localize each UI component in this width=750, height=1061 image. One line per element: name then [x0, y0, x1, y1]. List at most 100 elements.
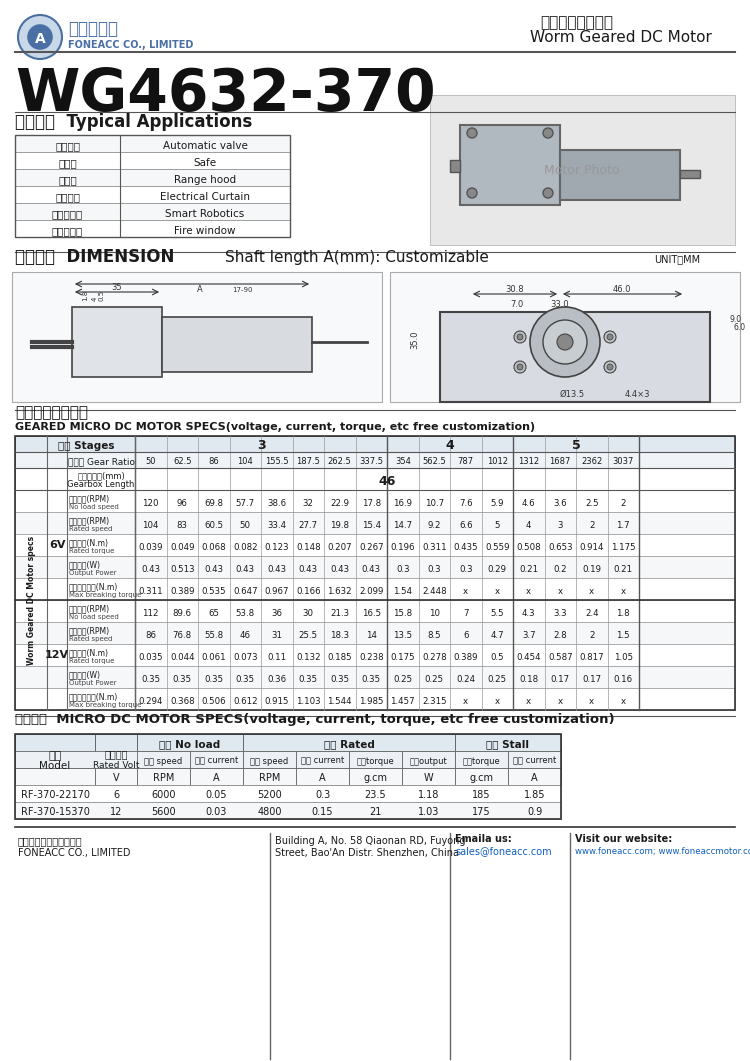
Text: 0.915: 0.915	[265, 697, 289, 706]
Text: 10: 10	[429, 609, 439, 618]
Text: 1312: 1312	[518, 457, 539, 467]
Bar	[15, 622, 735, 644]
Text: 0.185: 0.185	[328, 653, 352, 662]
Text: x: x	[558, 587, 562, 595]
Text: 175: 175	[472, 807, 490, 817]
Text: 1012: 1012	[487, 457, 508, 467]
Text: 22.9: 22.9	[330, 499, 350, 508]
Text: 0.3: 0.3	[315, 790, 330, 800]
Text: 5: 5	[572, 439, 580, 452]
Text: 12: 12	[110, 807, 122, 817]
Text: 6: 6	[463, 630, 469, 640]
Bar	[162, 317, 312, 372]
Text: 57.7: 57.7	[236, 499, 255, 508]
Circle shape	[467, 128, 477, 138]
Text: x: x	[464, 587, 468, 595]
Text: 扭矩torque: 扭矩torque	[463, 756, 500, 766]
Text: 0.123: 0.123	[265, 542, 289, 552]
Text: 112: 112	[142, 609, 159, 618]
Text: x: x	[558, 697, 562, 706]
Text: 0.19: 0.19	[582, 564, 602, 574]
Bar	[390, 272, 740, 402]
Text: 2.5: 2.5	[585, 499, 598, 508]
Text: 7.6: 7.6	[459, 499, 472, 508]
Text: Rated Volt: Rated Volt	[93, 761, 140, 770]
Text: 0.508: 0.508	[517, 542, 541, 552]
Text: 福尼尔电机: 福尼尔电机	[68, 20, 118, 38]
Text: 5600: 5600	[152, 807, 176, 817]
Text: www.foneacc.com; www.foneaccmotor.com: www.foneacc.com; www.foneaccmotor.com	[575, 847, 750, 856]
Bar	[455, 751, 508, 768]
Text: 21.3: 21.3	[330, 609, 350, 618]
Text: 0.3: 0.3	[459, 564, 472, 574]
Text: 16.9: 16.9	[393, 499, 412, 508]
Bar	[15, 751, 561, 768]
Text: 0.035: 0.035	[139, 653, 163, 662]
Text: 0.35: 0.35	[362, 675, 381, 683]
Text: 2: 2	[620, 499, 626, 508]
Text: 76.8: 76.8	[172, 630, 192, 640]
Bar	[455, 768, 508, 785]
Text: 0.817: 0.817	[580, 653, 604, 662]
Bar	[15, 203, 290, 220]
Text: 额定扭矩(N.m): 额定扭矩(N.m)	[69, 648, 109, 658]
Text: 外形尺寸  DIMENSION: 外形尺寸 DIMENSION	[15, 248, 174, 266]
Text: 0.506: 0.506	[202, 697, 226, 706]
Text: Visit our website:: Visit our website:	[575, 834, 672, 843]
Text: 典型应用  Typical Applications: 典型应用 Typical Applications	[15, 114, 252, 131]
Circle shape	[607, 364, 613, 370]
Bar	[15, 512, 735, 534]
Text: 0.35: 0.35	[141, 675, 160, 683]
Bar	[15, 152, 290, 169]
Text: 额定扭矩(N.m): 额定扭矩(N.m)	[69, 538, 109, 547]
Text: 空载转速(RPM): 空载转速(RPM)	[69, 605, 110, 613]
Bar	[15, 468, 135, 490]
Text: 2: 2	[589, 630, 595, 640]
Text: 0.35: 0.35	[172, 675, 192, 683]
Text: No load speed: No load speed	[69, 614, 118, 621]
Text: 型号: 型号	[48, 751, 62, 761]
Text: 1.8: 1.8	[82, 290, 88, 301]
Circle shape	[604, 361, 616, 373]
Text: 0.049: 0.049	[170, 542, 194, 552]
Text: Worm Geared DC Motor specs: Worm Geared DC Motor specs	[26, 536, 35, 664]
Text: 0.35: 0.35	[236, 675, 255, 683]
Text: UNIT：MM: UNIT：MM	[654, 254, 700, 264]
Text: 187.5: 187.5	[296, 457, 320, 467]
Text: 13.5: 13.5	[393, 630, 412, 640]
Text: 62.5: 62.5	[173, 457, 191, 467]
Text: 空载转速(RPM): 空载转速(RPM)	[69, 494, 110, 503]
Text: x: x	[495, 587, 500, 595]
Text: Emaila us:: Emaila us:	[455, 834, 512, 843]
Bar	[15, 135, 290, 237]
Text: 0.15: 0.15	[312, 807, 333, 817]
Bar	[508, 751, 561, 768]
Text: 蜃杆减速箱微电机: 蜃杆减速箱微电机	[540, 15, 613, 30]
Text: FONEACC CO., LIMITED: FONEACC CO., LIMITED	[18, 848, 130, 858]
Text: 155.5: 155.5	[265, 457, 289, 467]
Text: 0.435: 0.435	[454, 542, 478, 552]
Text: 输出output: 输出output	[410, 756, 447, 766]
Bar	[15, 768, 95, 785]
Text: 电流 current: 电流 current	[513, 756, 556, 766]
Text: FONEACC CO., LIMITED: FONEACC CO., LIMITED	[68, 40, 194, 50]
Text: x: x	[526, 697, 531, 706]
Text: 转速 speed: 转速 speed	[251, 756, 289, 766]
Bar	[15, 556, 735, 578]
Bar	[15, 578, 735, 601]
Bar	[190, 768, 243, 785]
Text: Automatic valve: Automatic valve	[163, 141, 248, 151]
Text: 级数 Stages: 级数 Stages	[58, 441, 114, 451]
Text: 0.35: 0.35	[204, 675, 224, 683]
Text: A: A	[531, 773, 538, 783]
Text: 瞬间允许扭矩(N.m): 瞬间允许扭矩(N.m)	[69, 692, 118, 701]
Text: 1.544: 1.544	[328, 697, 352, 706]
Text: 3: 3	[557, 521, 563, 529]
Bar	[15, 436, 735, 452]
Text: 2.8: 2.8	[554, 630, 567, 640]
Bar	[15, 768, 561, 785]
Bar	[15, 601, 735, 622]
Circle shape	[517, 334, 523, 340]
Text: 0.267: 0.267	[359, 542, 383, 552]
Text: 0.43: 0.43	[298, 564, 318, 574]
